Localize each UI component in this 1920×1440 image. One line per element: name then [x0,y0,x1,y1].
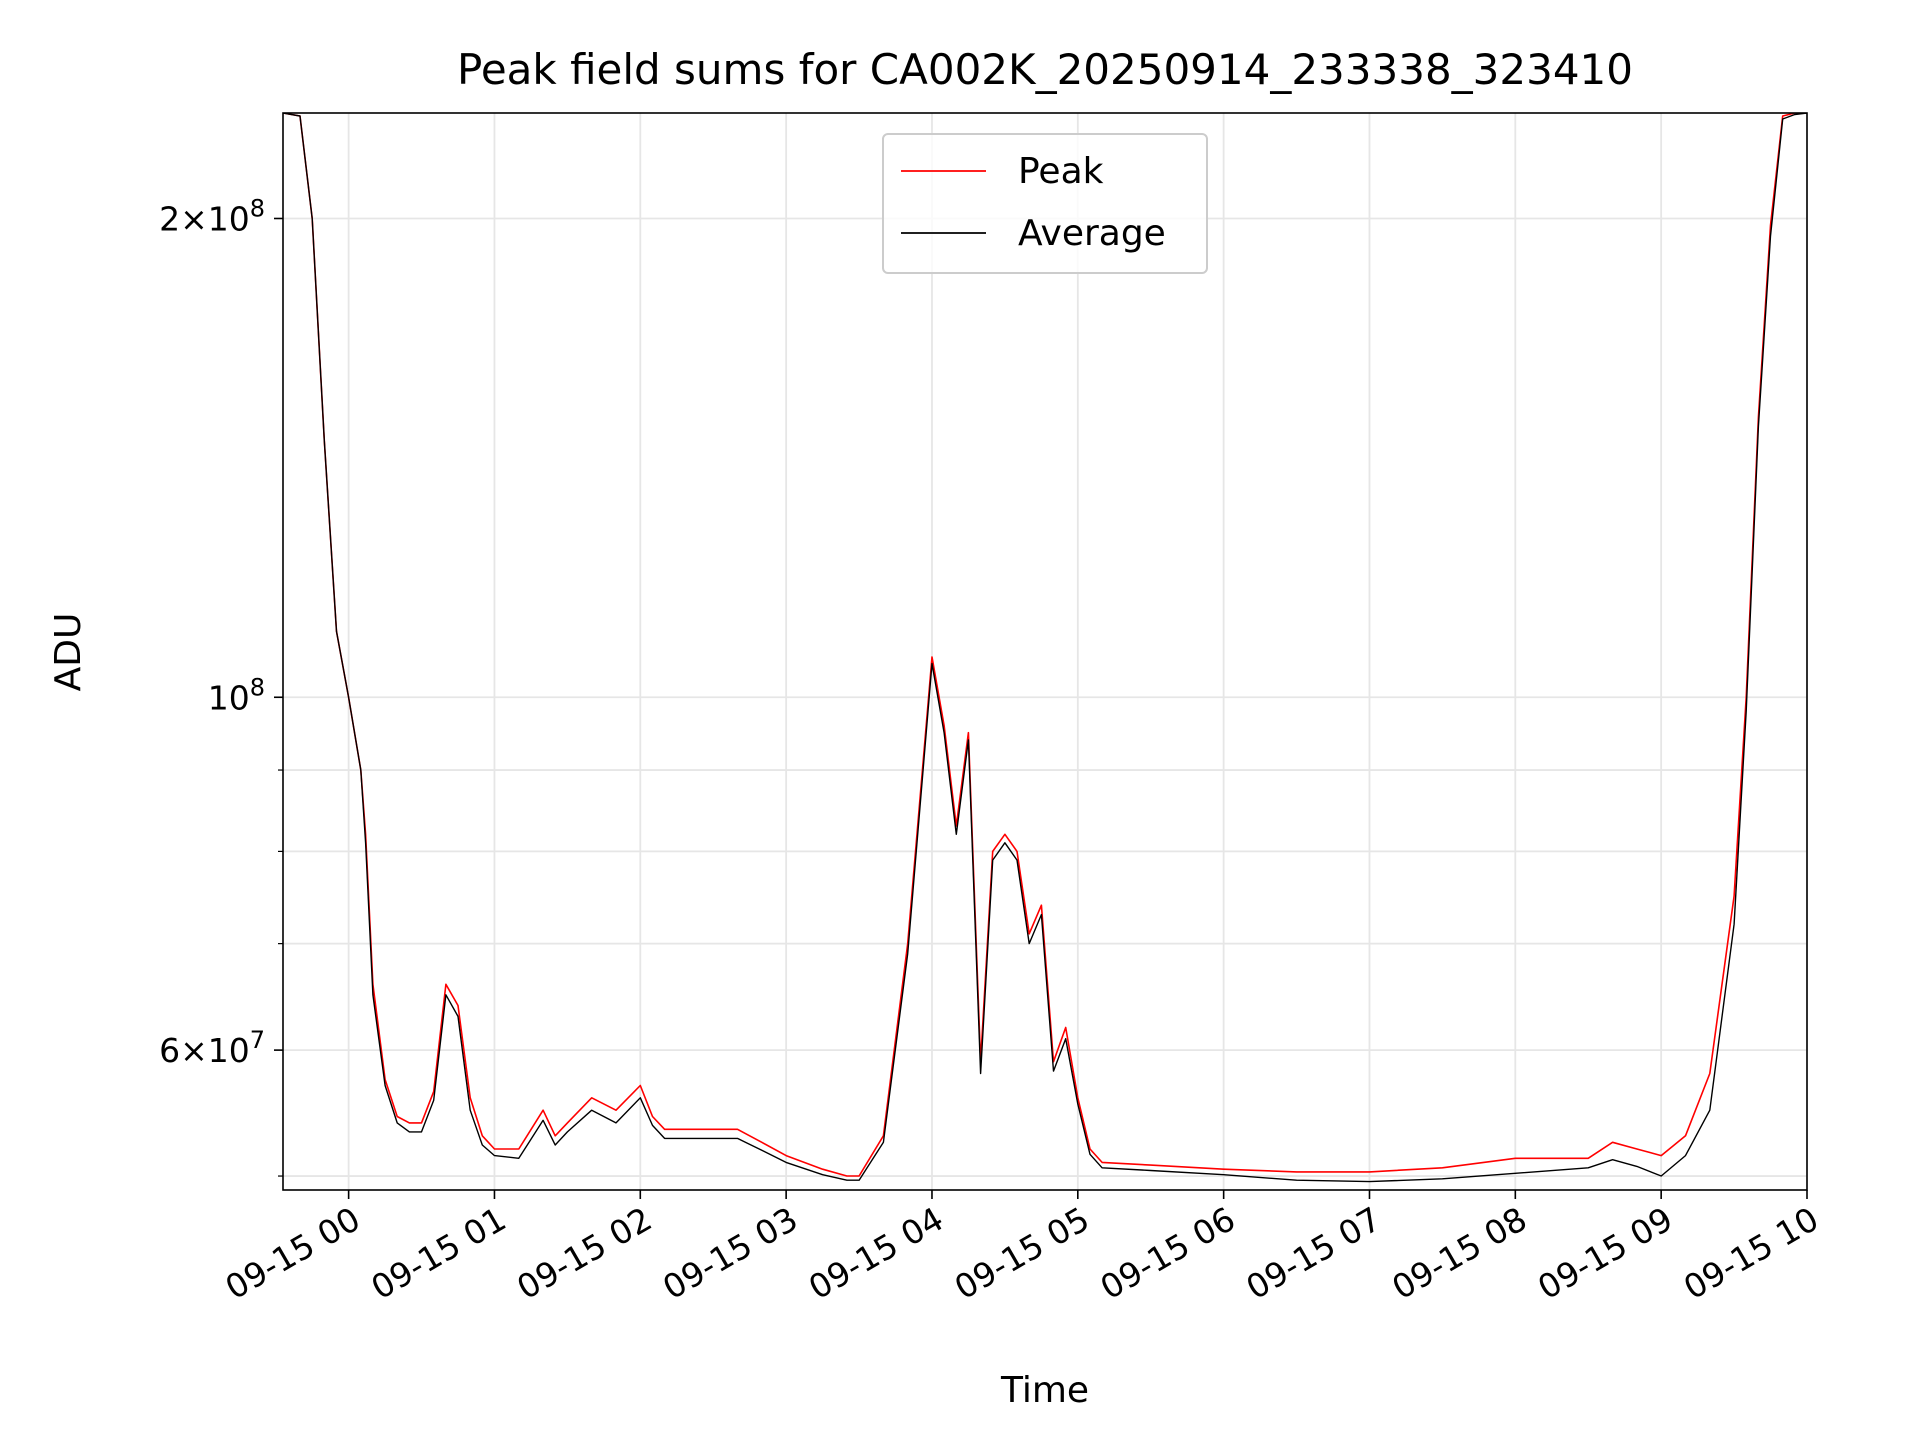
plot-area-frame [282,112,1808,1191]
series-line-average [283,113,1807,1183]
y-tick-label: 6×107 [159,1026,265,1070]
y-tick-label: 108 [208,673,265,717]
series-line-peak [283,113,1807,1177]
legend-frame [882,133,1208,274]
x-axis-label: Time [1000,1370,1089,1411]
legend: Peak Average [882,133,1208,274]
legend-average-label: Average [1018,213,1166,254]
legend-peak-label: Peak [1018,151,1104,192]
chart-title: Peak field sums for CA002K_20250914_2333… [457,45,1633,94]
y-tick-label: 2×108 [159,194,265,238]
y-axis-label: ADU [48,613,89,692]
series-layer [283,113,1807,1183]
